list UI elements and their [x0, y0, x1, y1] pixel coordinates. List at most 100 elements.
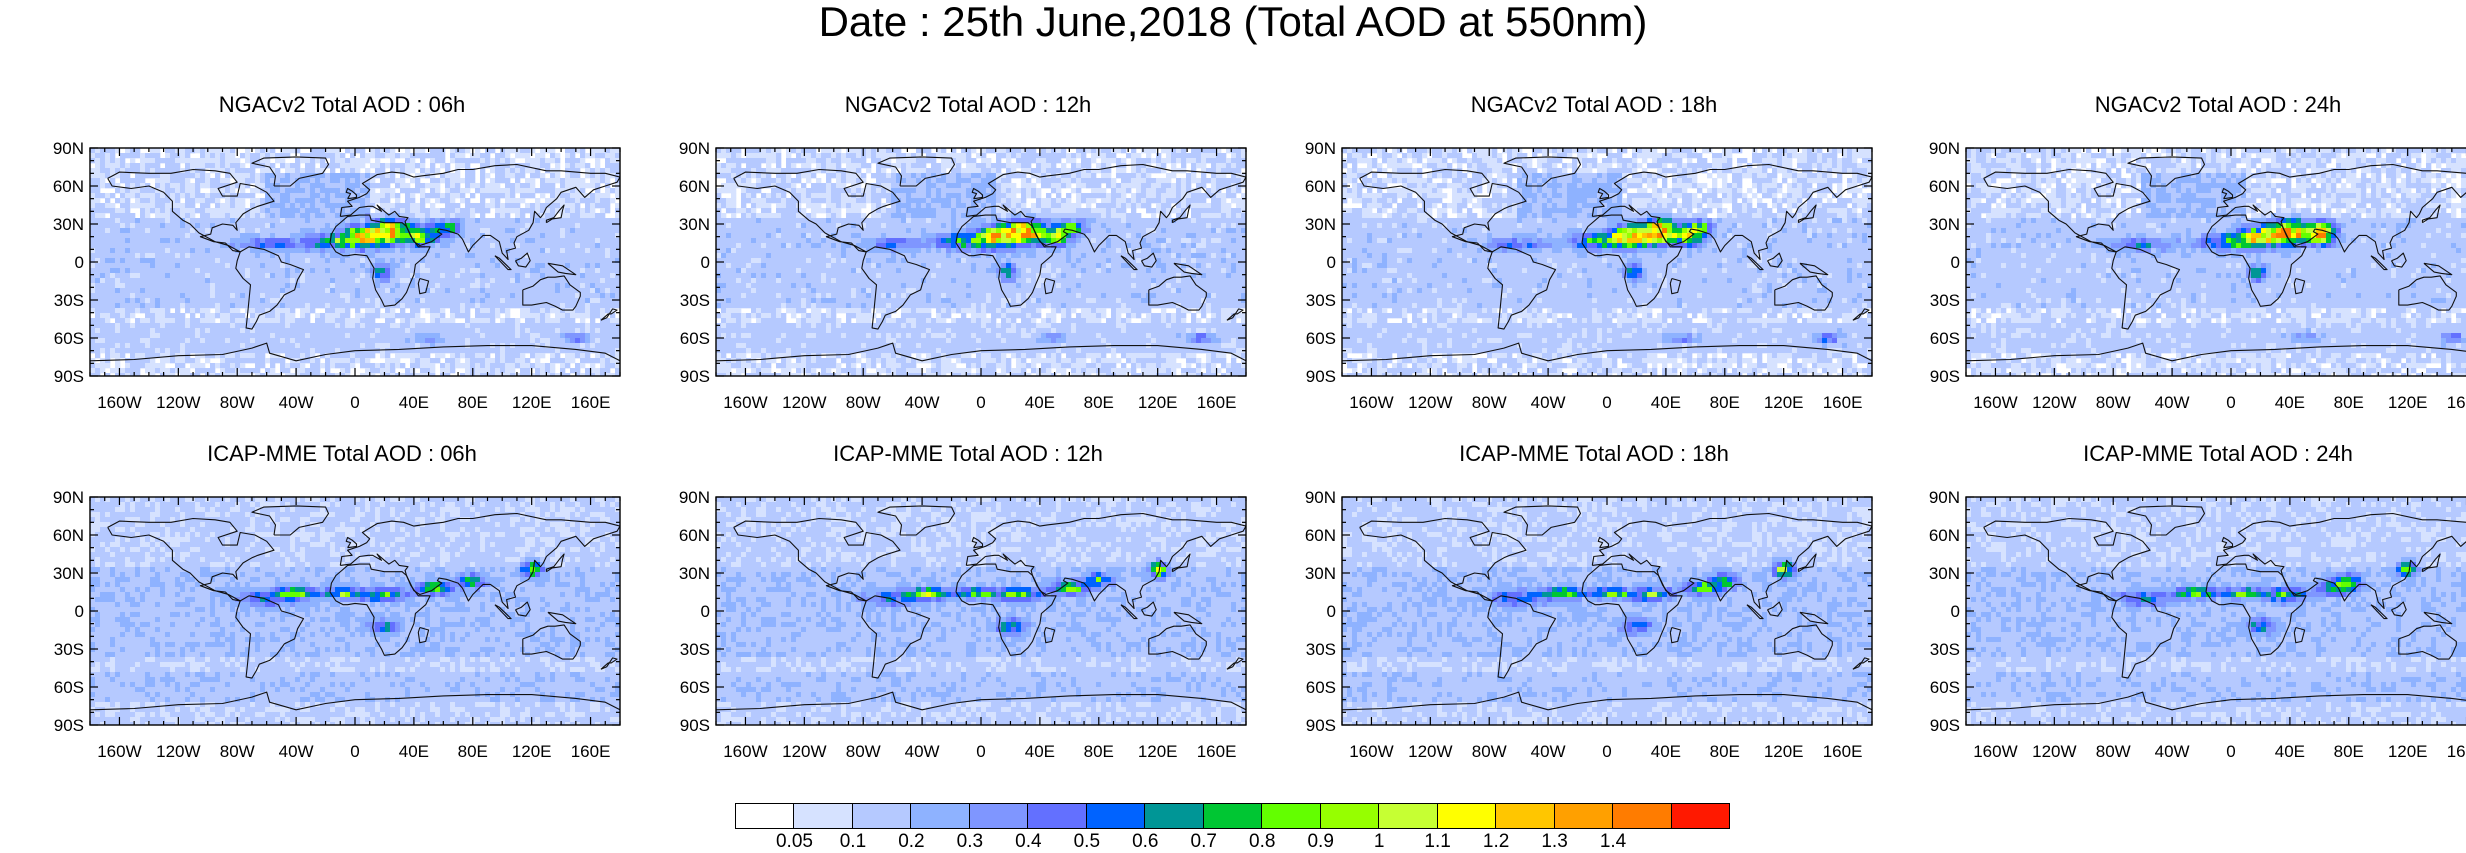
coastline: [716, 342, 1246, 362]
map-panel: ICAP-MME Total AOD : 06h 90N 60N 30N 0 30S 60S…: [42, 441, 642, 771]
panel-title: ICAP-MME Total AOD : 12h: [668, 441, 1268, 467]
coastline: [522, 624, 581, 660]
lat-tick-label: 0: [75, 602, 84, 621]
lat-tick-label: 90S: [1306, 367, 1336, 386]
lon-tick-label: 80W: [2096, 742, 2131, 761]
coastlines: [90, 156, 620, 362]
lat-tick-label: 30S: [680, 640, 710, 659]
coastline: [339, 512, 620, 610]
coastline: [1799, 262, 1829, 276]
lon-tick-label: 160W: [1973, 393, 2017, 412]
lon-tick-label: 0: [976, 393, 985, 412]
colorbar-label: 0.8: [1232, 832, 1292, 852]
lat-tick-label: 90N: [53, 488, 84, 507]
aod-map: 90N 60N 30N 0 30S 60S 90S 160W 120W 80W 40W 0 40E 80E…: [679, 139, 1247, 412]
colorbar-label: 0.1: [823, 832, 883, 852]
lon-tick-label: 0: [2226, 393, 2235, 412]
coastline: [1581, 214, 1683, 307]
lon-tick-label: 40E: [1651, 393, 1681, 412]
coastline: [515, 601, 531, 617]
lon-tick-label: 80W: [220, 742, 255, 761]
colorbar-swatch: [1436, 803, 1497, 829]
coastline: [329, 563, 431, 656]
coastline: [965, 163, 1246, 261]
aod-map: 90N 60N 30N 0 30S 60S 90S 160W 120W 80W 40W 0 40E 80E…: [1929, 488, 2466, 761]
lat-tick-label: 30S: [54, 640, 84, 659]
coastline: [1173, 611, 1203, 625]
lat-tick-label: 90S: [54, 716, 84, 735]
lon-tick-label: 80W: [2096, 393, 2131, 412]
lon-tick-label: 0: [1602, 742, 1611, 761]
lon-tick-label: 40W: [2155, 742, 2190, 761]
lon-tick-label: 160E: [571, 393, 611, 412]
coastline: [1148, 275, 1207, 311]
lon-tick-label: 120E: [2388, 742, 2428, 761]
coastline: [1669, 626, 1682, 644]
coastline: [877, 505, 956, 536]
lon-tick-label: 160E: [1197, 742, 1237, 761]
coastline: [235, 595, 305, 679]
aod-map: 90N 60N 30N 0 30S 60S 90S 160W 120W 80W 40W 0 40E 80E…: [1929, 139, 2466, 412]
coastline: [2423, 262, 2453, 276]
aod-shading: [1966, 148, 2466, 376]
lon-tick-label: 160E: [2447, 742, 2466, 761]
lon-tick-label: 160E: [2447, 393, 2466, 412]
coastline: [2205, 563, 2307, 656]
coastline: [1226, 657, 1244, 670]
lon-tick-label: 40W: [279, 742, 314, 761]
colorbar-label: 1.3: [1525, 832, 1585, 852]
coastline: [2421, 553, 2441, 573]
coastline: [733, 517, 901, 602]
lon-tick-label: 120E: [512, 742, 552, 761]
colorbar-label: 0.3: [940, 832, 1000, 852]
lat-tick-label: 30S: [1306, 291, 1336, 310]
lon-tick-label: 160W: [1349, 742, 1393, 761]
coastline: [1141, 601, 1157, 617]
lat-tick-label: 30N: [1305, 564, 1336, 583]
coastline: [1767, 252, 1783, 268]
lat-tick-label: 90N: [1305, 488, 1336, 507]
coastline: [1487, 246, 1557, 330]
lon-tick-label: 40W: [905, 393, 940, 412]
lon-tick-label: 40E: [1025, 393, 1055, 412]
lat-tick-label: 90S: [1306, 716, 1336, 735]
coastline: [1173, 262, 1203, 276]
aod-shading: [1342, 148, 1872, 376]
panel-title: ICAP-MME Total AOD : 24h: [1918, 441, 2466, 467]
lat-tick-label: 30S: [1930, 640, 1960, 659]
map-panel: NGACv2 Total AOD : 18h 90N 60N 30N 0 30S 60S 90…: [1294, 92, 1894, 422]
lat-tick-label: 60S: [680, 678, 710, 697]
coastlines: [1342, 156, 1872, 362]
lat-tick-label: 0: [1327, 253, 1336, 272]
coastline: [2421, 204, 2441, 224]
coastline: [107, 517, 275, 602]
coastline: [2398, 275, 2457, 311]
coastline: [861, 595, 931, 679]
coastline: [345, 187, 358, 200]
colorbar-swatch: [1378, 803, 1438, 829]
panel-title: NGACv2 Total AOD : 06h: [42, 92, 642, 118]
coastline: [1597, 536, 1610, 549]
colorbar-swatch: [1319, 803, 1380, 829]
colorbar-swatch: [1261, 803, 1321, 829]
lon-tick-label: 40E: [1025, 742, 1055, 761]
colorbar-label: 1.4: [1583, 832, 1643, 852]
lon-tick-label: 80E: [1710, 393, 1740, 412]
coastline: [2215, 163, 2466, 261]
aod-map: 90N 60N 30N 0 30S 60S 90S 160W 120W 80W 40W 0 40E 80E…: [679, 488, 1247, 761]
lon-tick-label: 40W: [279, 393, 314, 412]
coastline: [2221, 187, 2234, 200]
lon-tick-label: 80E: [458, 742, 488, 761]
colorbar-label: 1: [1349, 832, 1409, 852]
aod-shading: [716, 497, 1246, 725]
coastline: [417, 626, 430, 644]
colorbar-label: 1.1: [1408, 832, 1468, 852]
coastline: [1226, 308, 1244, 321]
lon-tick-label: 40W: [905, 742, 940, 761]
coastline: [494, 255, 512, 271]
lon-tick-label: 120W: [1408, 393, 1452, 412]
lon-tick-label: 120W: [156, 742, 200, 761]
colorbar-swatch: [851, 803, 912, 829]
lon-tick-label: 80W: [220, 393, 255, 412]
lon-tick-label: 160W: [97, 742, 141, 761]
